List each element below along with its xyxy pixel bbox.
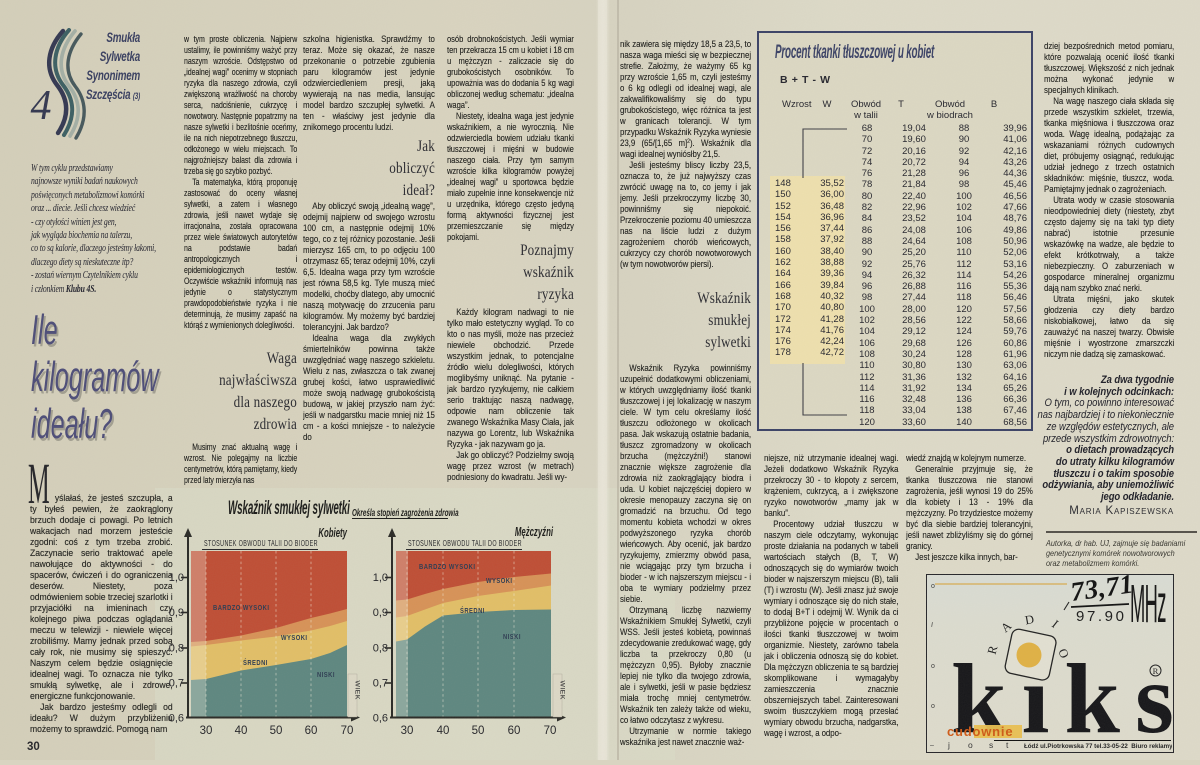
svg-text:30: 30 (401, 725, 414, 737)
svg-text:0,6: 0,6 (169, 713, 184, 725)
svg-text:NISKI: NISKI (317, 671, 335, 679)
svg-text:o: o (931, 583, 935, 590)
svg-text:4: 4 (31, 83, 52, 129)
svg-text:j: j (947, 740, 950, 750)
svg-text:Kobiety: Kobiety (318, 526, 347, 541)
svg-text:50: 50 (270, 725, 283, 737)
svg-text:D: D (1024, 612, 1035, 627)
svg-text:0,6: 0,6 (373, 713, 388, 725)
svg-text:I: I (930, 622, 933, 629)
svg-text:o: o (931, 703, 935, 710)
svg-text:s: s (989, 740, 993, 750)
svg-text:40: 40 (235, 725, 248, 737)
svg-text:–: – (930, 742, 934, 749)
svg-text:0,7: 0,7 (169, 678, 184, 690)
svg-text:o: o (931, 663, 935, 670)
svg-text:0,7: 0,7 (373, 678, 388, 690)
svg-text:BARDZO WYSOKI: BARDZO WYSOKI (213, 604, 269, 612)
svg-text:97.90: 97.90 (1076, 608, 1127, 625)
svg-text:ŚREDNI: ŚREDNI (243, 657, 268, 667)
svg-text:0,8: 0,8 (169, 643, 184, 655)
svg-text:1,0: 1,0 (169, 572, 184, 584)
svg-text:1,0: 1,0 (373, 572, 388, 584)
svg-text:BARDZO WYSOKI: BARDZO WYSOKI (419, 563, 475, 571)
svg-text:WYSOKI: WYSOKI (486, 577, 513, 585)
svg-text:WIEK: WIEK (354, 681, 361, 700)
svg-text:A: A (998, 619, 1014, 635)
svg-text:STOSUNEK OBWODU TALII DO BIODE: STOSUNEK OBWODU TALII DO BIODER (204, 540, 318, 548)
svg-text:WYSOKI: WYSOKI (281, 634, 308, 642)
svg-text:50: 50 (472, 725, 485, 737)
svg-text:Łódź ul.Piotrkowska 77 tel.33-: Łódź ul.Piotrkowska 77 tel.33-05-22 Biur… (1024, 743, 1172, 750)
svg-text:Określa stopień zagrożenia zdr: Określa stopień zagrożenia zdrowia (352, 506, 459, 518)
svg-text:I: I (1049, 617, 1061, 631)
svg-text:70: 70 (544, 725, 557, 737)
svg-text:60: 60 (508, 725, 521, 737)
svg-text:WIEK: WIEK (559, 681, 566, 700)
svg-text:0,8: 0,8 (373, 643, 388, 655)
svg-text:30: 30 (200, 725, 213, 737)
svg-text:STOSUNEK OBWODU TALII DO BIODE: STOSUNEK OBWODU TALII DO BIODER (408, 540, 522, 548)
svg-text:0,9: 0,9 (169, 607, 184, 619)
svg-text:MHz: MHz (1130, 575, 1166, 634)
svg-text:60: 60 (305, 725, 318, 737)
svg-text:70: 70 (341, 725, 354, 737)
svg-text:R: R (1153, 666, 1159, 676)
svg-text:Wskaźnik smukłej sylwetki: Wskaźnik smukłej sylwetki (228, 498, 350, 519)
svg-text:ŚREDNI: ŚREDNI (460, 605, 485, 615)
svg-text:73,71: 73,71 (1069, 575, 1136, 607)
svg-text:Mężczyźni: Mężczyźni (515, 525, 554, 540)
svg-text:cudownie: cudownie (947, 724, 1013, 739)
svg-text:40: 40 (437, 725, 450, 737)
svg-text:o: o (968, 740, 973, 750)
svg-text:NISKI: NISKI (503, 633, 521, 641)
svg-text:0,9: 0,9 (373, 607, 388, 619)
